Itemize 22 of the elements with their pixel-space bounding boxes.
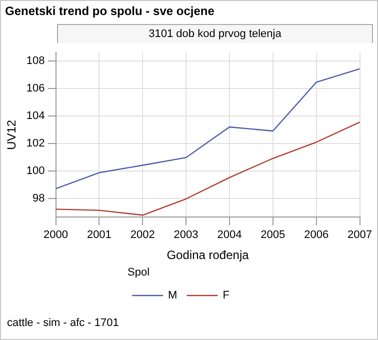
- x-tick-label: 2007: [348, 228, 372, 241]
- y-tick-label: 108: [26, 54, 45, 67]
- x-tick-label: 2005: [260, 228, 286, 241]
- text: cattle - sim - afc - 1701: [7, 317, 119, 329]
- y-tick-label: 106: [26, 82, 45, 94]
- x-tick-label: 2006: [304, 228, 329, 241]
- x-tick-label: 2002: [130, 228, 155, 241]
- chart-title: Genetski trend po spolu - sve ocjene: [5, 4, 214, 18]
- legend-title: Spol: [128, 266, 150, 278]
- y-axis-title: UV12: [4, 120, 19, 150]
- x-tick-label: 2003: [174, 228, 198, 241]
- legend-label: F: [222, 290, 230, 302]
- y-tick-label: 100: [26, 165, 45, 178]
- legend-label: M: [168, 290, 178, 302]
- y-tick-label: 104: [26, 110, 45, 122]
- y-tick-label: 98: [32, 192, 45, 205]
- chart-subtitle: 3101 dob kod prvog telenja: [57, 24, 373, 43]
- x-tick-label: 2001: [86, 228, 112, 241]
- x-tick-label: 2004: [217, 228, 242, 241]
- y-tick-label: 102: [26, 138, 45, 150]
- x-tick-label: 2000: [44, 228, 68, 241]
- x-axis-title: Godina rođenja: [166, 248, 250, 262]
